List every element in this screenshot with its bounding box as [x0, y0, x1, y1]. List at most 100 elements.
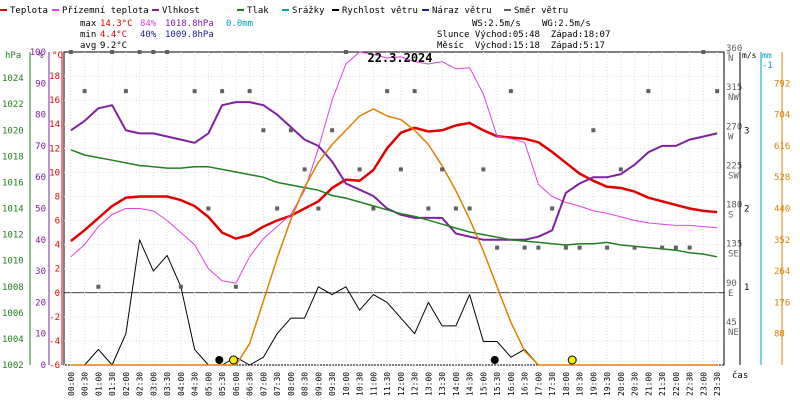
wind-dir-point: [508, 89, 513, 94]
wind-dir-point: [536, 245, 541, 250]
tick-label-x: 13:30: [438, 372, 447, 396]
plot-frame: [63, 51, 725, 366]
tick-label-humidity: 90: [35, 79, 46, 89]
tick-label-x: 01:00: [94, 372, 103, 396]
tick-label-wind-dir: 180: [726, 201, 742, 211]
wind-dir-point: [577, 245, 582, 250]
wind-dir-point: [68, 50, 73, 54]
tick-label-x: 23:00: [699, 372, 708, 396]
tick-label-x: 05:30: [218, 372, 227, 396]
tick-label-x: 07:00: [259, 372, 268, 396]
tick-label-x: 18:30: [576, 372, 585, 396]
unit-deg: °: [726, 51, 731, 61]
tick-label-wind-dir-name: N: [728, 54, 733, 64]
wind-dir-point: [261, 128, 266, 133]
tick-label-x: 09:30: [328, 372, 337, 396]
wind-dir-point: [426, 206, 431, 211]
tick-label-pressure: 1024: [2, 74, 24, 84]
tick-label-x: 22:00: [672, 372, 681, 396]
stat-avg-label: avg: [80, 41, 96, 51]
tick-label-temperature: 4: [55, 241, 60, 251]
tick-label-solar: 176: [774, 298, 790, 308]
series-line: [70, 239, 718, 366]
tick-label-x: 23:30: [713, 372, 722, 396]
tick-label-humidity: 10: [35, 330, 46, 340]
wind-dir-point: [632, 245, 637, 250]
series-3: [70, 149, 718, 258]
tick-label-rain: -1: [762, 61, 773, 71]
tick-label-x: 21:00: [644, 372, 653, 396]
series-line: [70, 149, 718, 258]
wind-dir-point: [550, 206, 555, 211]
wind-dir-point: [563, 245, 568, 250]
tick-label-wind-dir: 90: [726, 279, 737, 289]
tick-label-pressure: 1020: [2, 126, 24, 136]
tick-label-humidity: 30: [35, 267, 46, 277]
tick-label-wind-dir: 315: [726, 83, 742, 93]
wind-dir-point: [288, 128, 293, 133]
tick-label-solar: 616: [774, 142, 790, 152]
tick-label-x: 11:30: [383, 372, 392, 396]
wind-dir-point: [343, 50, 348, 54]
tick-label-x: 12:30: [411, 372, 420, 396]
tick-label-wind-dir: 225: [726, 161, 742, 171]
stat-avg-temp: 9.2°C: [100, 41, 127, 51]
tick-label-x: 15:30: [493, 372, 502, 396]
stat-max-hum: 84%: [140, 19, 157, 29]
tick-label-humidity: 40: [35, 236, 46, 246]
tick-label-wind-dir-name: NW: [728, 93, 739, 103]
tick-label-humidity: 50: [35, 205, 46, 215]
tick-label-humidity: 70: [35, 142, 46, 152]
wind-dir-point: [701, 50, 706, 54]
stat-max-label: max: [80, 19, 97, 29]
tick-label-x: 03:30: [163, 372, 172, 396]
tick-label-pressure: 1004: [2, 335, 24, 345]
wind-dir-point: [151, 50, 156, 54]
stat-sun: Slunce Východ:05:48 Západ:18:07: [437, 30, 610, 40]
tick-label-pressure: 1012: [2, 231, 24, 241]
tick-label-wind-dir: 45: [726, 318, 737, 328]
tick-label-temperature: 8: [55, 192, 60, 202]
stat-moon: Měsíc Východ:15:18 Západ:5:17: [437, 41, 605, 51]
tick-label-solar: 792: [774, 79, 790, 89]
wind-dir-point: [673, 245, 678, 250]
wind-dir-point: [495, 245, 500, 250]
tick-label-wind-dir: 360: [726, 44, 742, 54]
tick-label-temperature: -4: [49, 337, 60, 347]
tick-label-x: 16:30: [521, 372, 530, 396]
wind-dir-point: [412, 89, 417, 94]
series-1: [70, 51, 718, 284]
tick-label-wind-dir-name: E: [728, 289, 733, 299]
series-0: [70, 121, 718, 242]
tick-label-solar: 264: [774, 267, 790, 277]
tick-label-humidity: 20: [35, 298, 46, 308]
stat-max-temp: 14.3°C: [100, 19, 133, 29]
legend-label: Náraz větru: [432, 6, 492, 16]
series-line: [70, 121, 718, 242]
tick-label-temperature: 0: [55, 289, 60, 299]
tick-label-wind-dir-name: S: [728, 211, 733, 221]
tick-label-x: 08:30: [301, 372, 310, 396]
tick-label-temperature: 14: [49, 120, 60, 130]
tick-label-x: 07:30: [273, 372, 282, 396]
moonset-marker: [215, 356, 224, 364]
wind-dir-point: [206, 206, 211, 211]
tick-label-x: 10:30: [356, 372, 365, 396]
tick-label-wind-dir-name: SE: [728, 250, 739, 260]
tick-label-wind-dir-name: W: [728, 132, 734, 142]
series-line: [70, 51, 718, 284]
wind-dir-point: [165, 50, 170, 54]
wind-dir-point: [591, 128, 596, 133]
wind-dir-point: [275, 206, 280, 211]
tick-label-temperature: 18: [49, 72, 60, 82]
tick-label-x: 10:00: [342, 372, 351, 396]
tick-label-temperature: -2: [49, 313, 60, 323]
tick-label-x: 22:30: [686, 372, 695, 396]
tick-label-humidity: 80: [35, 111, 46, 121]
tick-label-x: 16:00: [507, 372, 516, 396]
tick-label-x: 14:30: [466, 372, 475, 396]
tick-label-humidity: 60: [35, 173, 46, 183]
wind-dir-point: [82, 89, 87, 94]
